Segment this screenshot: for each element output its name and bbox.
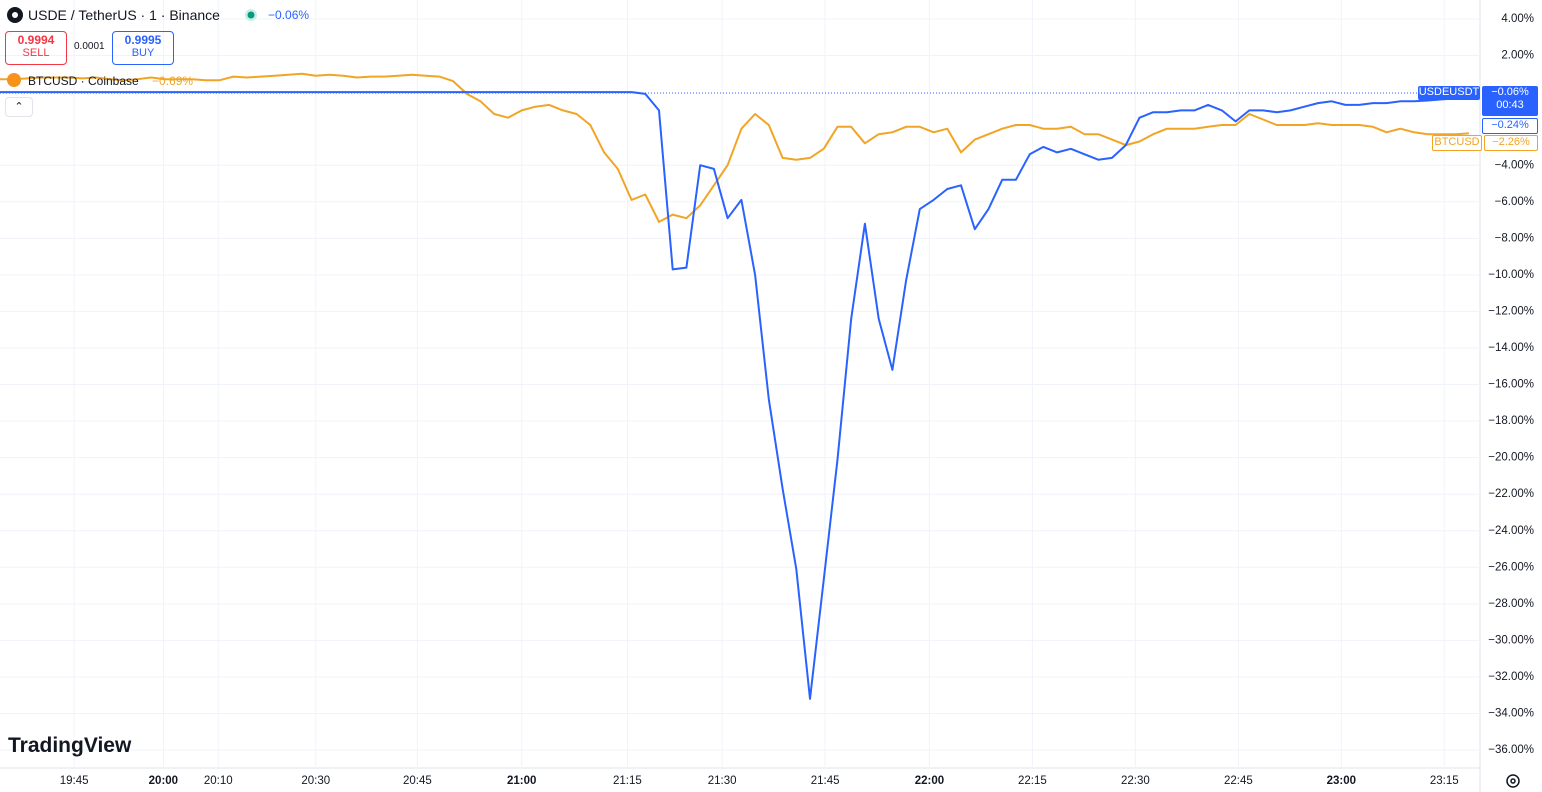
- x-tick-label: 20:10: [204, 775, 233, 787]
- series-value-label: −2.26%: [1484, 135, 1538, 151]
- y-tick-label: −30.00%: [1488, 634, 1534, 646]
- y-tick-label: 2.00%: [1501, 50, 1534, 62]
- collapse-button[interactable]: ⌃: [5, 97, 33, 117]
- buy-price: 0.9995: [124, 33, 162, 47]
- x-tick-label: 21:45: [811, 775, 840, 787]
- x-tick-label: 20:45: [403, 775, 432, 787]
- y-tick-label: −12.00%: [1488, 305, 1534, 317]
- status-dot: [245, 9, 257, 21]
- y-tick-label: −20.00%: [1488, 452, 1534, 464]
- sell-price: 0.9994: [17, 33, 55, 47]
- x-tick-label: 22:00: [915, 775, 944, 787]
- countdown: 00:43: [1496, 99, 1524, 111]
- x-tick-label: 22:45: [1224, 775, 1253, 787]
- sell-button[interactable]: 0.9994 SELL: [5, 31, 67, 65]
- x-tick-label: 19:45: [60, 775, 89, 787]
- sell-label: SELL: [22, 47, 50, 59]
- series-label: BTCUSD: [1432, 135, 1482, 151]
- y-tick-label: −28.00%: [1488, 598, 1534, 610]
- x-tick-label: 22:15: [1018, 775, 1047, 787]
- y-tick-label: −14.00%: [1488, 342, 1534, 354]
- y-tick-label: 4.00%: [1501, 13, 1534, 25]
- compare-symbol[interactable]: BTCUSD · Coinbase: [28, 74, 139, 88]
- settings-icon[interactable]: [1506, 774, 1520, 788]
- y-tick-label: −32.00%: [1488, 671, 1534, 683]
- x-tick-label: 21:00: [507, 775, 536, 787]
- x-tick-label: 20:30: [301, 775, 330, 787]
- x-tick-label: 21:30: [708, 775, 737, 787]
- last-price-label: −0.06% 00:43: [1482, 86, 1538, 116]
- last-price: −0.06%: [1491, 86, 1529, 98]
- y-tick-label: −18.00%: [1488, 415, 1534, 427]
- series-value-label: −0.24%: [1482, 118, 1538, 134]
- symbol-change: −0.06%: [268, 8, 310, 22]
- buy-button[interactable]: 0.9995 BUY: [112, 31, 174, 65]
- y-tick-label: −16.00%: [1488, 379, 1534, 391]
- y-tick-label: −34.00%: [1488, 708, 1534, 720]
- watermark: TradingView: [8, 734, 132, 757]
- y-tick-label: −10.00%: [1488, 269, 1534, 281]
- series-line: [0, 72, 1470, 223]
- symbol-title[interactable]: USDE / TetherUS · 1 · Binance: [28, 7, 220, 23]
- y-tick-label: −26.00%: [1488, 561, 1534, 573]
- compare-change: −0.69%: [152, 74, 194, 88]
- y-tick-label: −24.00%: [1488, 525, 1534, 537]
- y-tick-label: −22.00%: [1488, 488, 1534, 500]
- settings-icon-center: [1510, 778, 1516, 784]
- y-tick-label: −6.00%: [1495, 196, 1534, 208]
- series-line: [0, 91, 1470, 700]
- x-tick-label: 23:00: [1327, 775, 1356, 787]
- spread: 0.0001: [74, 41, 105, 52]
- symbol-icon: [7, 7, 23, 23]
- compare-icon: [7, 73, 21, 87]
- x-tick-label: 20:00: [149, 775, 178, 787]
- x-tick-label: 22:30: [1121, 775, 1150, 787]
- x-tick-label: 23:15: [1430, 775, 1459, 787]
- y-tick-label: −36.00%: [1488, 744, 1534, 756]
- buy-label: BUY: [131, 47, 155, 59]
- y-tick-label: −8.00%: [1495, 232, 1534, 244]
- x-tick-label: 21:15: [613, 775, 642, 787]
- series-label: USDEUSDT: [1418, 86, 1480, 100]
- y-tick-label: −4.00%: [1495, 159, 1534, 171]
